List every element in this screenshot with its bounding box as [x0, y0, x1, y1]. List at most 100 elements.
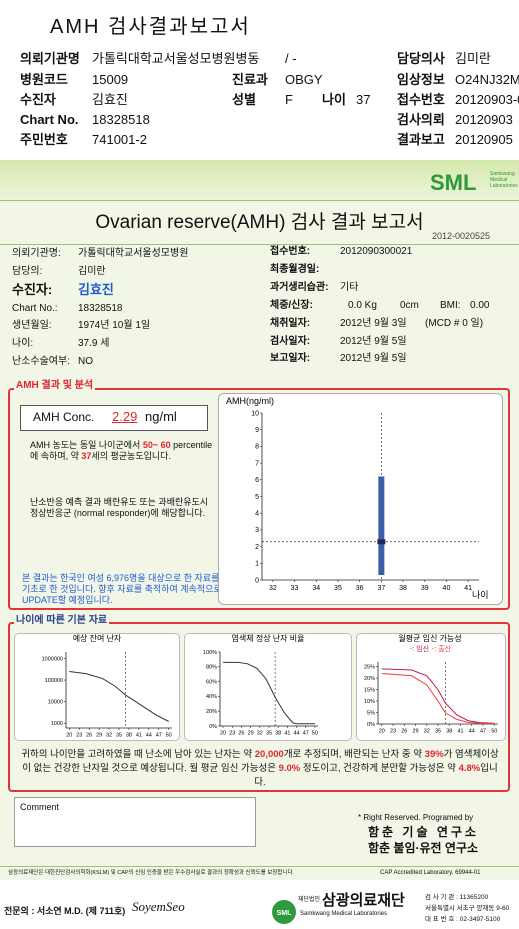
x-tick-label: 26	[86, 733, 92, 739]
chart-title: 월평균 임신 가능성	[398, 633, 461, 643]
footer-logo	[272, 900, 296, 924]
chart-panel	[14, 633, 180, 741]
y-tick-label: 0	[255, 577, 259, 584]
y-tick-label: 80%	[206, 665, 217, 671]
info-value: 2012년 9월 3일	[340, 318, 407, 329]
y-tick-label: 0%	[367, 722, 375, 728]
y-tick-label: 7	[255, 460, 259, 467]
field-label: 성별	[232, 92, 256, 107]
contact: 대 표 번 호 : 02-3497-5100	[425, 916, 501, 923]
y-tick-label: 20%	[206, 709, 217, 715]
divider	[0, 866, 519, 867]
field-label: 검사의뢰	[397, 112, 445, 127]
conc-box	[20, 405, 208, 431]
info-value: 0.0 Kg	[348, 300, 377, 311]
x-tick-label: 34	[312, 585, 320, 592]
amh-section	[8, 388, 510, 610]
info-value: 1974년 10월 1일	[78, 320, 151, 331]
x-tick-label: 29	[412, 729, 418, 735]
cap: CAP Accredited Laboratory. 69944-01	[380, 870, 481, 876]
field-label: 병원코드	[20, 72, 68, 87]
x-tick-label: 32	[257, 731, 263, 737]
info-label: 검사일자:	[270, 336, 311, 347]
field-value: 20120903-00	[455, 92, 519, 107]
y-tick-label: 4	[255, 511, 259, 518]
percentile-text: AMH 농도는 동일 나이군에서 50~ 60 percentile에 속하며,…	[30, 440, 215, 462]
x-tick-label: 20	[220, 731, 226, 737]
field-label: 진료과	[232, 72, 268, 87]
y-tick-label: 0%	[209, 724, 217, 730]
x-tick-label: 39	[421, 585, 429, 592]
x-tick-label: 41	[457, 729, 463, 735]
x-tick-label: 20	[379, 729, 385, 735]
field-label: Chart No.	[20, 112, 79, 127]
y-tick-label: 5%	[367, 710, 375, 716]
info-label: 생년월일:	[12, 320, 52, 331]
report-number: 2012-0020525	[432, 231, 491, 241]
text-segment: 개로 추정되며, 배란되는 난자 중 약	[283, 749, 425, 760]
text-segment: AMH 농도는 동일 나이군에서	[30, 440, 143, 450]
y-tick-label: 1	[255, 561, 259, 568]
info-label: 수진자:	[12, 282, 53, 297]
chart-panel	[218, 393, 503, 605]
report-title: Ovarian reserve(AMH) 검사 결과 보고서	[95, 212, 424, 233]
y-tick-label: 9	[255, 427, 259, 434]
field-label: 수진자	[20, 92, 56, 107]
y-tick-label: 5	[255, 494, 259, 501]
text-segment: 입니다.	[254, 763, 498, 788]
info-value: 기타	[340, 282, 359, 293]
y-tick-label: 3	[255, 527, 259, 534]
org-name: 삼광의료재단	[322, 892, 405, 909]
x-tick-label: 32	[106, 733, 112, 739]
range-bar	[378, 476, 385, 575]
field-value: 20120905	[455, 132, 513, 147]
info-value: 0cm	[400, 300, 419, 311]
field-value: OBGY	[285, 72, 323, 87]
y-tick-label: 40%	[206, 694, 217, 700]
divider	[0, 200, 519, 201]
note-text: 본 결과는 한국인 여성 6,976명을 대상으로 한 자료를 기초로 한 것입…	[22, 573, 222, 605]
info-label: 담당의:	[12, 266, 43, 277]
credit: 함춘 불임·유전 연구소	[368, 841, 479, 855]
chart-panel	[184, 633, 352, 741]
y-tick-label: 8	[255, 444, 259, 451]
y-tick-label: 15%	[364, 687, 375, 693]
x-tick-label: 47	[156, 733, 162, 739]
info-value: 0.00	[470, 300, 490, 311]
x-tick-label: 20	[66, 733, 72, 739]
x-tick-label: 38	[399, 585, 407, 592]
x-tick-label: 44	[146, 733, 152, 739]
page-title: AMH 검사결과보고서	[50, 16, 251, 38]
comment-box	[14, 797, 256, 847]
info-value: (MCD # 0 일)	[425, 318, 484, 329]
x-tick-label: 44	[294, 731, 300, 737]
info-value: 18328518	[78, 303, 123, 314]
text-segment: 20,000	[254, 749, 284, 760]
y-tick-label: 100000	[45, 678, 63, 684]
text-segment: 39%	[424, 749, 444, 760]
info-value: NO	[78, 356, 93, 367]
x-tick-label: 35	[266, 731, 272, 737]
info-label: 의뢰기관명:	[12, 248, 61, 259]
y-tick-label: 25%	[364, 664, 375, 670]
text-segment: 4.8%	[458, 763, 481, 774]
conc-unit: ng/ml	[145, 409, 177, 424]
x-tick-label: 37	[377, 585, 385, 592]
x-tick-label: 38	[446, 729, 452, 735]
info-label: Chart No.:	[12, 303, 58, 314]
x-tick-label: 23	[390, 729, 396, 735]
y-tick-label: 10000	[48, 699, 63, 705]
info-label: 과거생리습관:	[270, 282, 329, 293]
x-tick-label: 33	[291, 585, 299, 592]
x-tick-label: 38	[126, 733, 132, 739]
series-line	[381, 668, 495, 724]
field-value: F	[285, 92, 293, 107]
field-value: 18328518	[92, 112, 150, 127]
x-tick-label: 41	[284, 731, 290, 737]
y-axis-label: AMH(ng/ml)	[226, 396, 274, 406]
credit: * Right Reserved. Programed by	[358, 813, 474, 822]
basic-section	[8, 622, 510, 792]
y-tick-label: 2	[255, 544, 259, 551]
text-segment: 정도이고, 건강하게 분만할 가능성은 약	[300, 763, 459, 774]
